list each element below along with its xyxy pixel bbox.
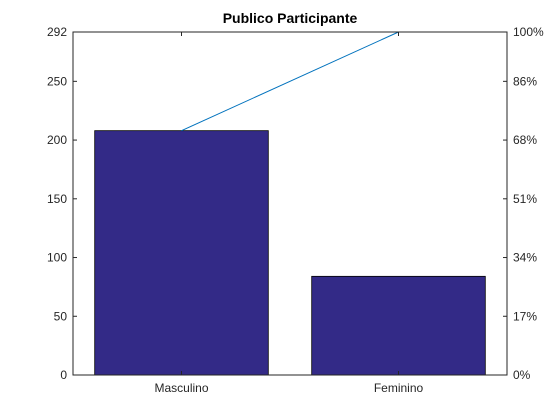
pareto-line-group — [181, 31, 399, 132]
y-tick-label: 250 — [47, 74, 67, 88]
y-tick-label: 292 — [47, 25, 67, 39]
y2-tick-label: 17% — [513, 309, 537, 323]
y2-tick-label: 100% — [513, 25, 544, 39]
chart-title: Publico Participante — [223, 10, 358, 26]
y2-tick-label: 0% — [513, 368, 531, 382]
y2-tick-label: 34% — [513, 251, 537, 265]
y-tick-label: 200 — [47, 133, 67, 147]
y2-tick-label: 86% — [513, 74, 537, 88]
y-tick-label: 100 — [47, 251, 67, 265]
bar-masculino — [94, 130, 269, 376]
x-tick-label: Masculino — [154, 381, 208, 395]
bars-group — [94, 130, 486, 376]
bar-feminino — [311, 275, 486, 376]
x-tick-label: Feminino — [374, 381, 424, 395]
axes-group: 0 50 100 150 200 250 292 0% 17% 34% 51% 68% 86% 100% M… — [47, 25, 544, 395]
y-tick-label: 50 — [54, 309, 68, 323]
cumulative-line — [181, 31, 399, 132]
y2-tick-label: 68% — [513, 133, 537, 147]
y-tick-label: 150 — [47, 192, 67, 206]
y-tick-label: 0 — [60, 368, 67, 382]
y2-tick-label: 51% — [513, 192, 537, 206]
plot-area-frame — [72, 31, 508, 376]
